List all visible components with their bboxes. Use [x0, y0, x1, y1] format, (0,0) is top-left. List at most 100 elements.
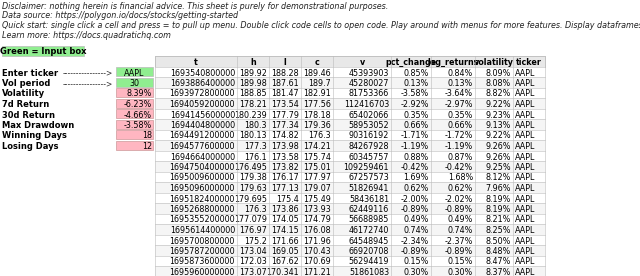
Text: 8.19%: 8.19%: [486, 205, 511, 214]
Text: 51861083: 51861083: [349, 268, 389, 276]
Text: Quick start: single click a cell and press = to pull up menu. Double click code : Quick start: single click a cell and pre…: [2, 21, 640, 30]
Text: AAPL: AAPL: [515, 237, 536, 245]
Text: pct_change: pct_change: [385, 58, 436, 67]
Text: 8.08%: 8.08%: [486, 79, 511, 88]
Bar: [155, 129, 545, 140]
Text: volatility: volatility: [474, 58, 514, 67]
Text: 189.98: 189.98: [239, 79, 267, 88]
Text: v: v: [360, 58, 365, 67]
Text: 0.87%: 0.87%: [447, 153, 473, 161]
Text: -1.72%: -1.72%: [445, 131, 473, 140]
Bar: [155, 256, 545, 266]
Text: 8.19%: 8.19%: [486, 195, 511, 203]
Text: 0.62%: 0.62%: [404, 184, 429, 193]
Text: AAPL: AAPL: [515, 205, 536, 214]
Text: AAPL: AAPL: [515, 79, 536, 88]
Text: 0.74%: 0.74%: [447, 226, 473, 235]
Text: -1.19%: -1.19%: [445, 142, 473, 151]
Text: 0.88%: 0.88%: [404, 153, 429, 161]
Text: 175.01: 175.01: [303, 163, 331, 172]
Text: 7.96%: 7.96%: [486, 184, 511, 193]
Text: Vol period: Vol period: [2, 79, 51, 88]
Bar: [155, 203, 545, 214]
Text: 0.35%: 0.35%: [447, 110, 473, 120]
Text: 84267928: 84267928: [349, 142, 389, 151]
Text: AAPL: AAPL: [124, 68, 145, 78]
Text: 0.15%: 0.15%: [447, 258, 473, 267]
Text: 56688985: 56688985: [349, 216, 389, 224]
Text: 9.22%: 9.22%: [485, 100, 511, 109]
Text: log_returns: log_returns: [428, 58, 479, 67]
Bar: [155, 192, 545, 203]
Bar: [116, 78, 153, 86]
Text: AAPL: AAPL: [515, 68, 536, 78]
Bar: [155, 214, 545, 224]
Text: 172.03: 172.03: [239, 258, 267, 267]
Text: 1694577600000: 1694577600000: [170, 142, 235, 151]
Text: 0.62%: 0.62%: [447, 184, 473, 193]
Text: 167.62: 167.62: [271, 258, 299, 267]
Text: Max Drawdown: Max Drawdown: [2, 121, 74, 130]
Bar: [116, 140, 153, 150]
Text: -0.89%: -0.89%: [401, 205, 429, 214]
Text: 1694750400000: 1694750400000: [170, 163, 235, 172]
Text: 1695268800000: 1695268800000: [170, 205, 235, 214]
Text: 178.18: 178.18: [303, 110, 331, 120]
Bar: [155, 171, 545, 182]
Bar: [155, 266, 545, 276]
Bar: [155, 98, 545, 108]
Text: 170.69: 170.69: [303, 258, 331, 267]
Text: -2.02%: -2.02%: [445, 195, 473, 203]
Text: 8.48%: 8.48%: [486, 247, 511, 256]
Text: 9.26%: 9.26%: [486, 142, 511, 151]
Text: 174.79: 174.79: [303, 216, 331, 224]
Text: 1695873600000: 1695873600000: [170, 258, 235, 267]
Bar: [155, 150, 545, 161]
Text: 173.58: 173.58: [271, 153, 299, 161]
Text: 0.49%: 0.49%: [447, 216, 473, 224]
Text: 62449116: 62449116: [349, 205, 389, 214]
Text: 0.49%: 0.49%: [404, 216, 429, 224]
Text: AAPL: AAPL: [515, 195, 536, 203]
Text: 9.25%: 9.25%: [485, 163, 511, 172]
Text: 177.3: 177.3: [244, 142, 267, 151]
Text: 173.86: 173.86: [271, 205, 299, 214]
Text: 1695787200000: 1695787200000: [170, 247, 235, 256]
Text: 173.93: 173.93: [303, 205, 331, 214]
Text: 176.1: 176.1: [244, 153, 267, 161]
Text: AAPL: AAPL: [515, 268, 536, 276]
Text: 8.21%: 8.21%: [486, 216, 511, 224]
Text: AAPL: AAPL: [515, 247, 536, 256]
Text: 180.13: 180.13: [239, 131, 267, 140]
Text: -0.42%: -0.42%: [401, 163, 429, 172]
Text: 171.96: 171.96: [303, 237, 331, 245]
Text: AAPL: AAPL: [515, 258, 536, 267]
Text: -6.23%: -6.23%: [124, 100, 152, 109]
Text: 180.3: 180.3: [244, 121, 267, 130]
Text: 173.82: 173.82: [271, 163, 299, 172]
Text: Losing Days: Losing Days: [2, 142, 58, 151]
Text: h: h: [250, 58, 256, 67]
Text: 1695355200000: 1695355200000: [170, 216, 235, 224]
Text: 1695614400000: 1695614400000: [170, 226, 235, 235]
Text: 81753366: 81753366: [349, 89, 389, 99]
Text: 1693886400000: 1693886400000: [170, 79, 235, 88]
Text: 8.12%: 8.12%: [486, 174, 511, 182]
Text: 176.17: 176.17: [271, 174, 299, 182]
Text: 9.22%: 9.22%: [485, 131, 511, 140]
Text: 0.74%: 0.74%: [404, 226, 429, 235]
Text: Enter ticker: Enter ticker: [2, 68, 58, 78]
Text: 1693540800000: 1693540800000: [170, 68, 235, 78]
Text: 1694145600000: 1694145600000: [170, 110, 235, 120]
Text: 7d Return: 7d Return: [2, 100, 49, 109]
Text: 179.36: 179.36: [303, 121, 331, 130]
Text: 1694491200000: 1694491200000: [170, 131, 235, 140]
Bar: [155, 182, 545, 192]
Text: 45280027: 45280027: [349, 79, 389, 88]
Text: 9.26%: 9.26%: [486, 153, 511, 161]
Text: ---------------->: ---------------->: [63, 68, 113, 78]
Bar: [155, 108, 545, 119]
Bar: [116, 67, 153, 76]
Text: AAPL: AAPL: [515, 184, 536, 193]
Text: 177.97: 177.97: [303, 174, 331, 182]
